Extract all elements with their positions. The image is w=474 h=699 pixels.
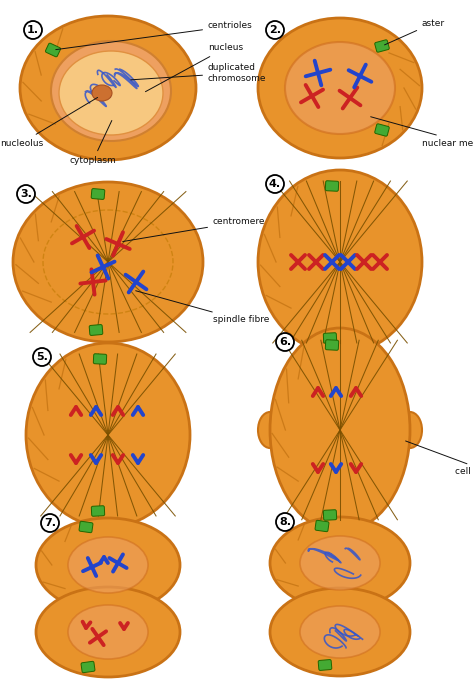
Circle shape bbox=[17, 185, 35, 203]
Circle shape bbox=[266, 21, 284, 39]
Text: 8.: 8. bbox=[279, 517, 291, 527]
Text: 7.: 7. bbox=[44, 518, 56, 528]
Circle shape bbox=[33, 348, 51, 366]
Ellipse shape bbox=[59, 51, 163, 135]
Ellipse shape bbox=[398, 412, 422, 448]
FancyBboxPatch shape bbox=[79, 521, 93, 533]
Circle shape bbox=[276, 513, 294, 531]
Ellipse shape bbox=[270, 588, 410, 676]
Ellipse shape bbox=[13, 182, 203, 342]
Ellipse shape bbox=[68, 537, 148, 593]
Circle shape bbox=[24, 21, 42, 39]
FancyBboxPatch shape bbox=[375, 124, 389, 136]
Text: nucleus: nucleus bbox=[146, 43, 243, 92]
Text: 3.: 3. bbox=[20, 189, 32, 199]
Text: spindle fibre: spindle fibre bbox=[136, 291, 269, 324]
FancyBboxPatch shape bbox=[318, 660, 332, 670]
FancyBboxPatch shape bbox=[91, 506, 105, 517]
Text: cell membrane: cell membrane bbox=[406, 441, 474, 477]
FancyBboxPatch shape bbox=[323, 333, 337, 343]
Ellipse shape bbox=[36, 587, 180, 677]
Text: 6.: 6. bbox=[279, 337, 291, 347]
FancyBboxPatch shape bbox=[375, 40, 389, 52]
Circle shape bbox=[41, 514, 59, 532]
FancyBboxPatch shape bbox=[89, 324, 103, 336]
FancyBboxPatch shape bbox=[325, 181, 339, 192]
Text: 1.: 1. bbox=[27, 25, 39, 35]
Ellipse shape bbox=[20, 16, 196, 160]
Text: nucleolus: nucleolus bbox=[0, 97, 98, 147]
Text: centrioles: centrioles bbox=[56, 22, 253, 50]
Ellipse shape bbox=[270, 328, 410, 532]
Text: centromere: centromere bbox=[123, 217, 265, 242]
Ellipse shape bbox=[68, 605, 148, 659]
Text: 2.: 2. bbox=[269, 25, 281, 35]
FancyBboxPatch shape bbox=[46, 43, 61, 57]
FancyBboxPatch shape bbox=[93, 354, 107, 364]
Ellipse shape bbox=[258, 412, 282, 448]
FancyBboxPatch shape bbox=[325, 340, 339, 350]
Text: 4.: 4. bbox=[269, 179, 281, 189]
FancyBboxPatch shape bbox=[91, 189, 105, 199]
Circle shape bbox=[266, 175, 284, 193]
Ellipse shape bbox=[285, 42, 395, 134]
Ellipse shape bbox=[92, 85, 112, 101]
Ellipse shape bbox=[270, 517, 410, 609]
Ellipse shape bbox=[300, 606, 380, 658]
Text: 5.: 5. bbox=[36, 352, 48, 362]
FancyBboxPatch shape bbox=[315, 520, 329, 532]
Text: duplicated
chromosome: duplicated chromosome bbox=[131, 64, 266, 82]
Ellipse shape bbox=[258, 170, 422, 354]
FancyBboxPatch shape bbox=[81, 661, 95, 672]
FancyBboxPatch shape bbox=[323, 510, 337, 520]
Ellipse shape bbox=[51, 41, 171, 141]
Ellipse shape bbox=[26, 343, 190, 527]
Text: cytoplasm: cytoplasm bbox=[70, 120, 117, 165]
Ellipse shape bbox=[258, 18, 422, 158]
Ellipse shape bbox=[300, 536, 380, 590]
Text: nuclear membrane: nuclear membrane bbox=[371, 117, 474, 147]
Text: aster: aster bbox=[384, 18, 445, 45]
Circle shape bbox=[276, 333, 294, 351]
Ellipse shape bbox=[36, 518, 180, 612]
